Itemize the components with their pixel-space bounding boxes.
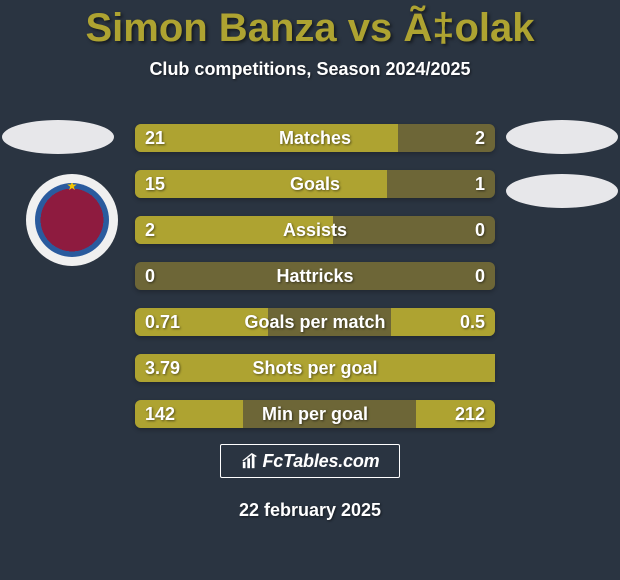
stat-label: Assists bbox=[135, 216, 495, 244]
subtitle: Club competitions, Season 2024/2025 bbox=[0, 59, 620, 80]
stat-value-right: 1 bbox=[475, 170, 485, 198]
stat-label: Hattricks bbox=[135, 262, 495, 290]
stat-row: Shots per goal3.79 bbox=[135, 354, 495, 382]
player1-club-ellipse bbox=[2, 120, 114, 154]
stat-row: Matches21 2 bbox=[135, 124, 495, 152]
stat-value-left: 21 bbox=[145, 124, 165, 152]
stat-value-left: 2 bbox=[145, 216, 155, 244]
brand-text: FcTables.com bbox=[263, 451, 380, 472]
stat-value-left: 0.71 bbox=[145, 308, 180, 336]
page-title: Simon Banza vs Ã‡olak bbox=[0, 0, 620, 51]
stat-value-right: 0 bbox=[475, 216, 485, 244]
brand-box[interactable]: FcTables.com bbox=[220, 444, 400, 478]
stat-row: Goals per match0.71 0.5 bbox=[135, 308, 495, 336]
stat-value-left: 15 bbox=[145, 170, 165, 198]
stat-value-left: 3.79 bbox=[145, 354, 180, 382]
stat-row: Min per goal142 212 bbox=[135, 400, 495, 428]
stat-value-right: 0 bbox=[475, 262, 485, 290]
stat-row: Goals15 1 bbox=[135, 170, 495, 198]
stat-value-left: 142 bbox=[145, 400, 175, 428]
chart-icon bbox=[241, 452, 259, 470]
stat-label: Min per goal bbox=[135, 400, 495, 428]
player1-club-logo bbox=[26, 174, 118, 266]
stat-label: Goals bbox=[135, 170, 495, 198]
stat-value-right: 2 bbox=[475, 124, 485, 152]
player2-national-ellipse bbox=[506, 174, 618, 208]
footer-date: 22 february 2025 bbox=[0, 500, 620, 521]
stat-label: Matches bbox=[135, 124, 495, 152]
player2-club-ellipse bbox=[506, 120, 618, 154]
stat-value-left: 0 bbox=[145, 262, 155, 290]
stat-value-right: 212 bbox=[455, 400, 485, 428]
stat-label: Goals per match bbox=[135, 308, 495, 336]
stats-comparison: Matches212Goals151Assists20Hattricks00Go… bbox=[135, 124, 495, 446]
stat-value-right: 0.5 bbox=[460, 308, 485, 336]
stat-label: Shots per goal bbox=[135, 354, 495, 382]
stat-row: Hattricks0 0 bbox=[135, 262, 495, 290]
stat-row: Assists2 0 bbox=[135, 216, 495, 244]
